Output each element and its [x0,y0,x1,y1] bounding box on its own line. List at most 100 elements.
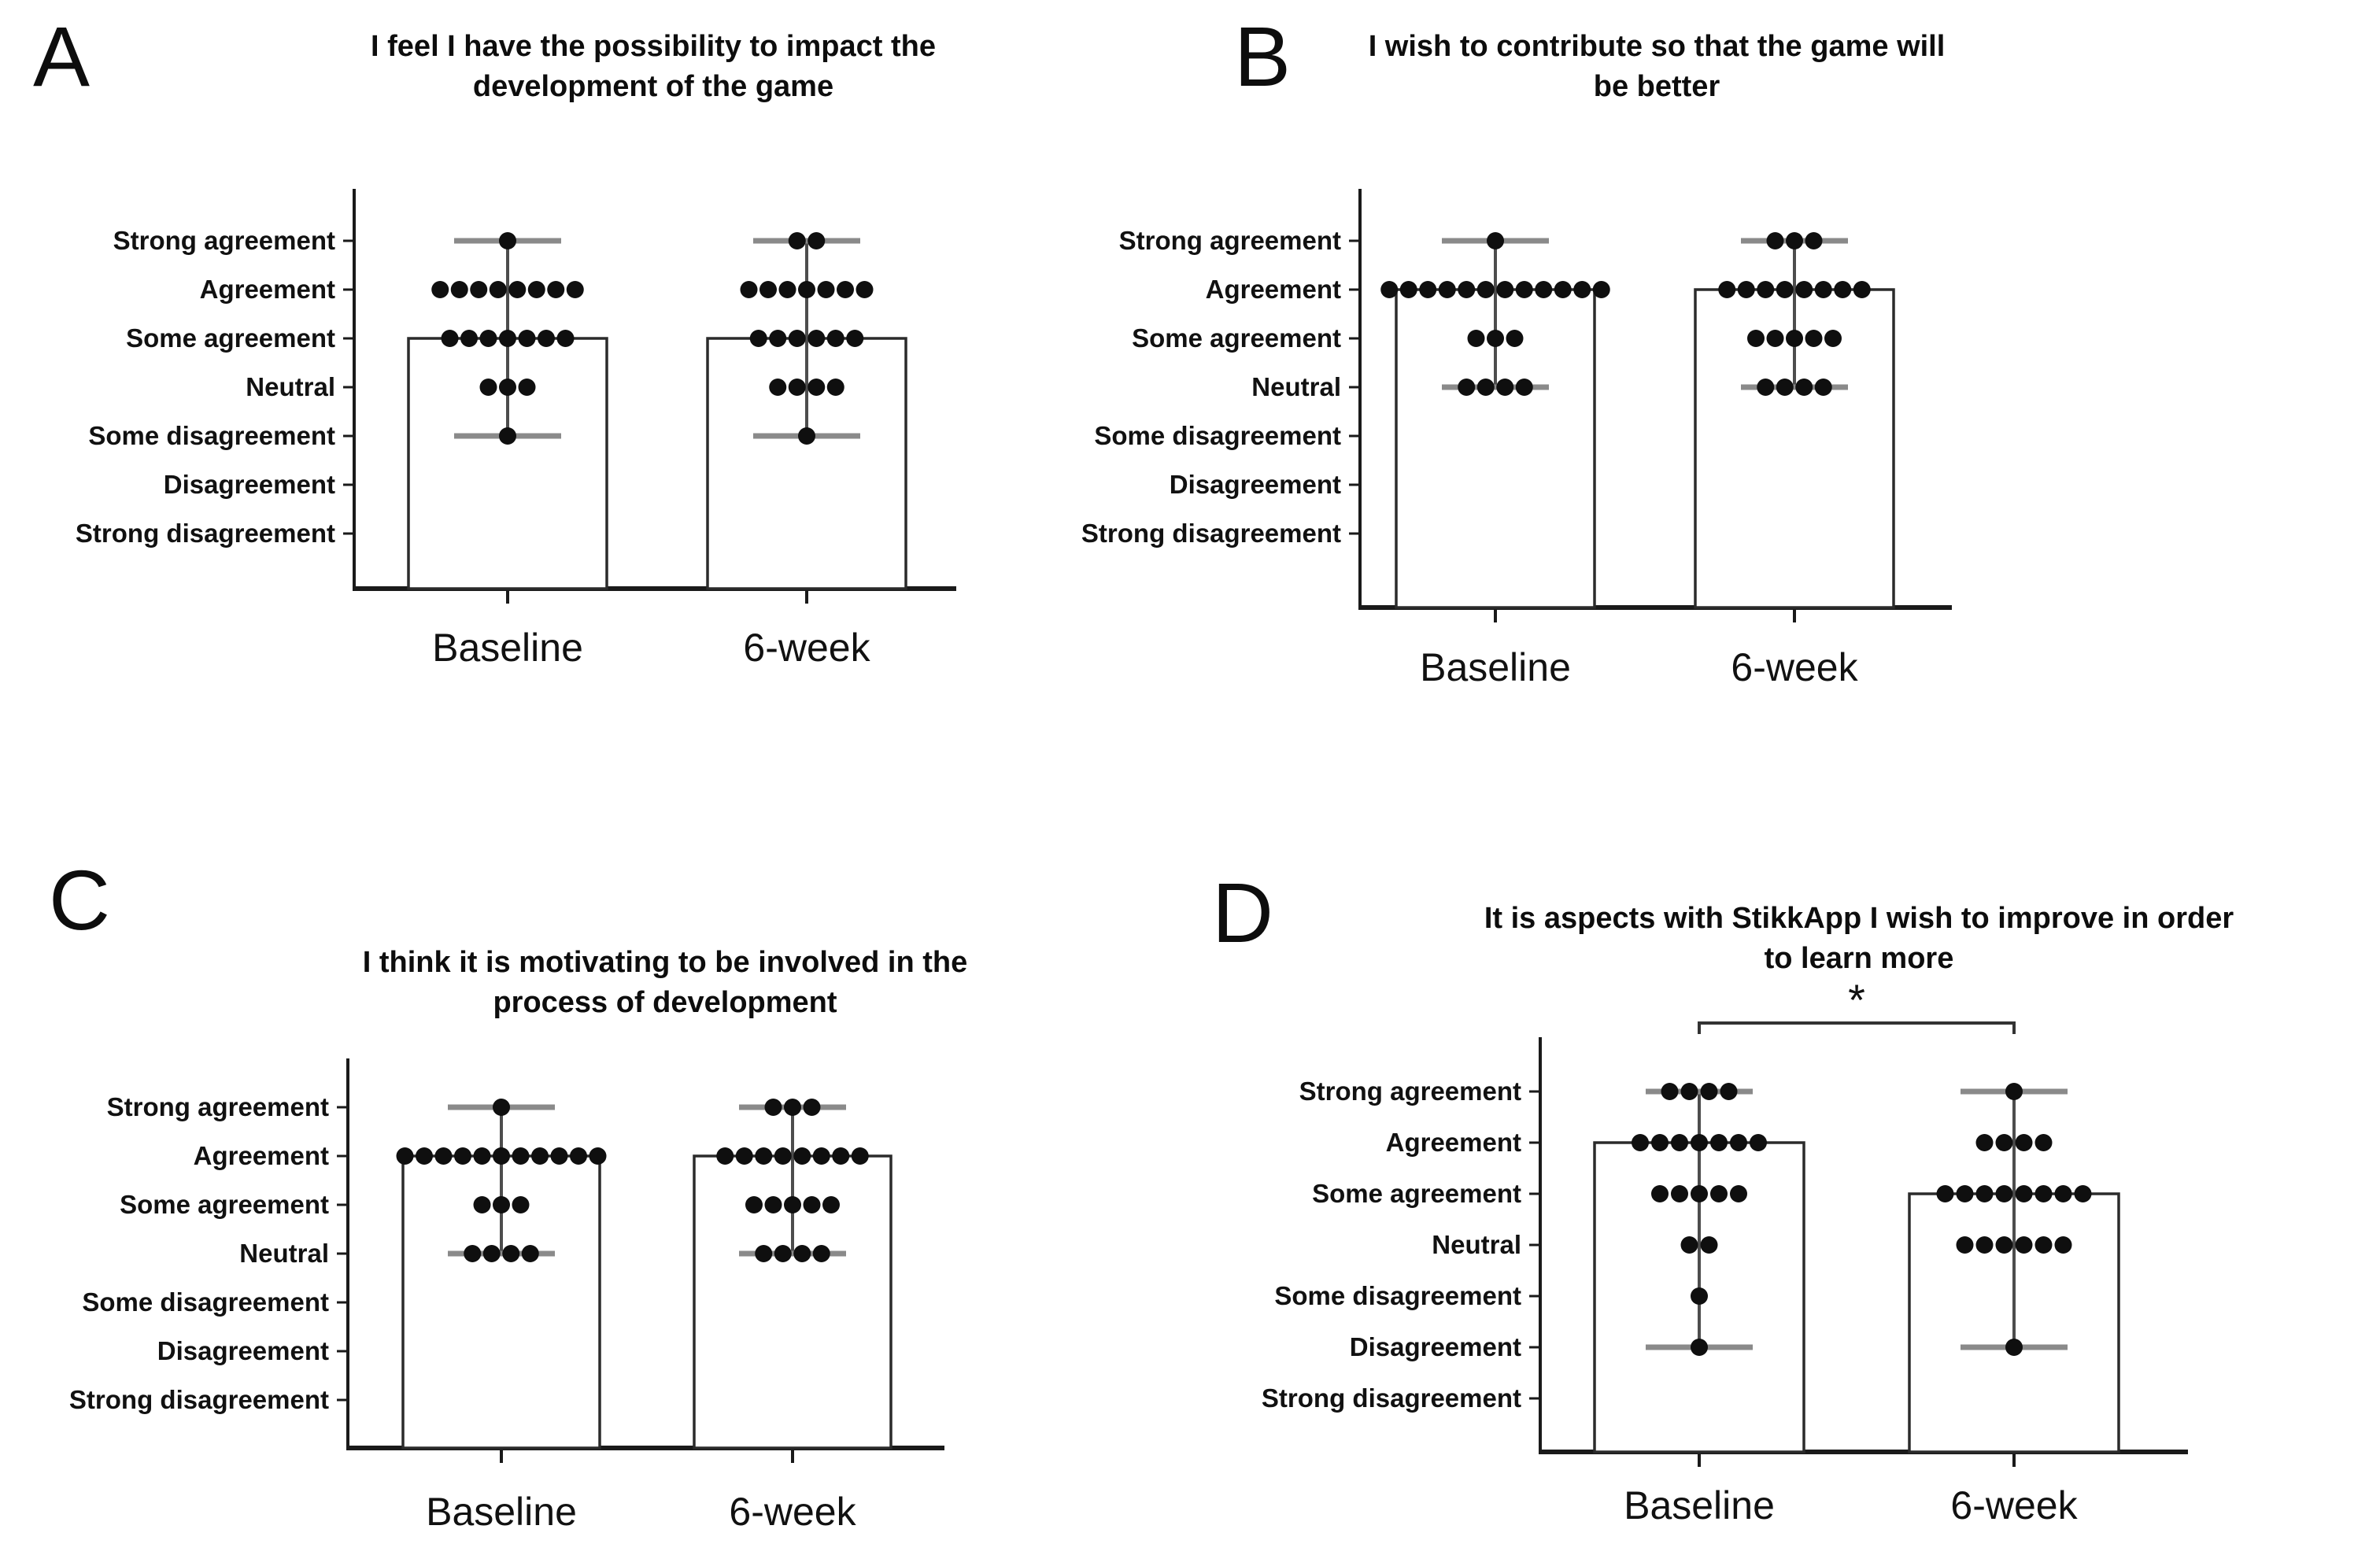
panel-a-6-week-data-dot [808,330,826,347]
panel-c-6-week-data-dot [764,1196,782,1213]
panel-d-category-label: Agreement [1386,1128,1521,1157]
panel-b-6-week-data-dot [1737,281,1755,298]
panel-c-6-week-data-dot [784,1099,801,1116]
panel-a-6-week-data-dot [808,232,826,249]
panel-d-6-week-data-dot [2015,1134,2033,1151]
panel-d-baseline-data-dot [1671,1134,1688,1151]
panel-a-baseline-data-dot [499,379,516,396]
panel-c-baseline-data-dot [493,1099,510,1116]
panel-b-title-line-1: I wish to contribute so that the game wi… [1368,30,1946,63]
panel-c-category-label: Some disagreement [82,1287,329,1317]
panel-d-baseline-data-dot [1710,1185,1728,1202]
panel-b-baseline-data-dot [1554,281,1572,298]
panel-d-6-week-data-dot [2015,1236,2033,1254]
panel-a-category-label: Neutral [246,372,335,401]
panel-d-6-week-x-label: 6-week [1950,1483,2078,1527]
panel-a-baseline-data-dot [527,281,545,298]
panel-b-6-week-data-dot [1814,281,1832,298]
panel-a-baseline-data-dot [538,330,555,347]
panel-b-baseline-data-dot [1592,281,1610,298]
panel-a-baseline-data-dot [499,232,516,249]
panel-a-6-week-data-dot [788,232,806,249]
panel-a-6-week-data-dot [826,379,844,396]
panel-d-6-week-data-dot [1995,1236,2013,1254]
panel-d-6-week-data-dot [2005,1083,2023,1100]
panel-a-category-label: Agreement [200,275,335,304]
panel-c-6-week-data-dot [755,1147,773,1165]
panel-a-6-week-data-dot [788,379,806,396]
panel-a-baseline-x-label: Baseline [432,626,583,670]
panel-d-6-week-data-dot [2034,1134,2053,1151]
panel-a-title-line-2: development of the game [472,70,834,104]
panel-a-6-week-data-dot [740,281,758,298]
panel-b-baseline-data-dot [1476,281,1495,298]
panel-d-baseline-data-dot [1691,1134,1708,1151]
panel-d-6-week-data-dot [1975,1134,1994,1151]
panel-a-6-week-data-dot [856,281,874,298]
panel-d-baseline-data-dot [1680,1083,1698,1100]
panel-d-6-week-data-dot [2015,1185,2033,1202]
panel-d-baseline-data-dot [1720,1083,1738,1100]
panel-d-title-line-2: to learn more [1764,942,1954,976]
panel-a-baseline-data-dot [479,330,497,347]
panel-d-category-label: Disagreement [1350,1332,1521,1361]
panel-b-6-week-data-dot [1718,281,1736,298]
panel-b-baseline-data-dot [1573,281,1591,298]
panel-c-baseline-data-dot [473,1196,491,1213]
panel-b-baseline-data-dot [1506,330,1524,347]
panel-a-baseline-data-dot [518,379,536,396]
panel-c-baseline-data-dot [396,1147,414,1165]
panel-d-category-label: Some disagreement [1274,1281,1521,1310]
panel-a-plot: Strong agreement Agreement Some agreement N… [76,189,956,670]
panel-b-6-week-data-dot [1805,232,1823,249]
panel-b-category-label: Strong disagreement [1081,519,1341,548]
panel-c-6-week-data-dot [851,1147,869,1165]
panel-b-6-week-data-dot [1795,281,1813,298]
panel-b-6-week-data-dot [1814,379,1832,396]
panel-c-baseline-data-dot [550,1147,568,1165]
panel-d-6-week-data-dot [2054,1236,2072,1254]
panel-c-6-week-x-label: 6-week [729,1490,856,1534]
panel-c-baseline-data-dot [512,1147,530,1165]
panel-b-baseline-data-dot [1380,281,1399,298]
panel-c-6-week-data-dot [803,1099,821,1116]
panel-b-6-week-data-dot [1757,379,1775,396]
panel-c-baseline-data-dot [464,1245,482,1262]
panel-d-baseline-data-dot [1661,1083,1679,1100]
panel-b-category-label: Agreement [1206,275,1341,304]
panel-d-letter: D [1212,865,1273,960]
panel-a-6-week-data-dot [749,330,767,347]
panel-c-letter: C [49,852,110,947]
panel-a-6-week-data-dot [837,281,854,298]
panel-a-baseline-data-dot [499,330,516,347]
panel-c-6-week-data-dot [812,1245,830,1262]
panel-d-category-label: Strong disagreement [1262,1383,1521,1413]
panel-d-6-week-data-dot [1956,1236,1974,1254]
panel-b-6-week-data-dot [1853,281,1871,298]
panel-d-6-week-data-dot [1956,1185,1974,1202]
panel-d-baseline-data-dot [1730,1185,1747,1202]
panel-a-category-label: Strong agreement [113,226,335,255]
panel-c-category-label: Strong agreement [107,1092,329,1121]
panel-b-baseline-data-dot [1438,281,1456,298]
panel-a-baseline-data-dot [460,330,478,347]
panel-c-baseline-data-dot [473,1147,491,1165]
panel-b-6-week-data-dot [1786,232,1803,249]
panel-c-6-week-data-dot [822,1196,840,1213]
panel-b-baseline-data-dot [1458,281,1476,298]
panel-c-baseline-data-dot [493,1196,510,1213]
panel-c-title-line-2: process of development [493,986,837,1020]
panel-c-title: I think it is motivating to be involved … [363,943,968,1024]
panel-c-6-week-data-dot [812,1147,830,1165]
panel-c-baseline-data-dot [434,1147,453,1165]
panel-b-plot: Strong agreement Agreement Some agreement N… [1081,189,1952,689]
panel-c-title-line-1: I think it is motivating to be involved … [362,946,968,979]
panel-b-6-week-data-dot [1786,330,1803,347]
panel-d-6-week-data-dot [1995,1134,2013,1151]
panel-c-6-week-data-dot [735,1147,753,1165]
panel-d-baseline-data-dot [1700,1236,1718,1254]
panel-a-6-week-data-dot [788,330,806,347]
panel-d-baseline-data-dot [1730,1134,1747,1151]
panel-b-6-week-data-dot [1805,330,1823,347]
panel-c-baseline-data-dot [416,1147,433,1165]
